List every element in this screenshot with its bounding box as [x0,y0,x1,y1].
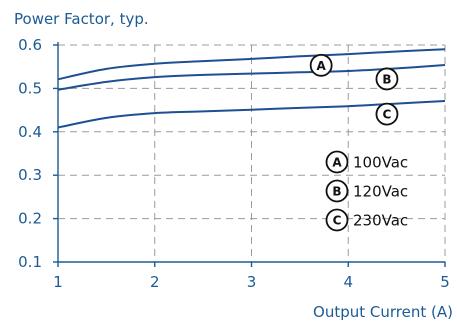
x-tick-label: 4 [343,273,353,291]
y-tick-label: 0.6 [18,36,42,54]
x-tick-label: 1 [53,273,63,291]
legend-label: 120Vac [353,183,408,201]
curve-marker-c: C [375,102,399,126]
curve-marker-b: B [375,67,399,91]
legend: A 100Vac B 120Vac C 230Vac [325,150,408,232]
chart-title: Power Factor, typ. [14,10,149,28]
marker-letter: A [317,59,327,73]
x-tick-label: 3 [247,273,257,291]
x-axis-label: Output Current (A) [313,303,453,321]
marker-circle [375,102,399,126]
legend-item-c: C 230Vac [325,208,408,232]
legend-marker [325,208,349,232]
legend-label: 230Vac [353,212,408,230]
legend-marker [325,150,349,174]
legend-label: 100Vac [353,154,408,172]
y-tick-label: 0.4 [18,123,42,141]
legend-item-a: A 100Vac [325,150,408,174]
legend-item-b: B 120Vac [325,179,408,203]
legend-marker-letter: A [332,156,342,170]
marker-letter: B [382,72,391,86]
x-tick-label: 5 [440,273,450,291]
marker-circle [309,53,333,77]
curve-markers: A B C [309,53,399,126]
y-tick-label: 0.5 [18,79,42,97]
y-tick-label: 0.1 [18,253,42,271]
y-tick-label: 0.3 [18,166,42,184]
curve-marker-a: A [309,53,333,77]
marker-circle [375,67,399,91]
x-tick-label: 2 [150,273,160,291]
grid [58,44,446,262]
marker-letter: C [383,108,392,122]
y-tick-label: 0.2 [18,210,42,228]
legend-marker-letter: B [332,185,341,199]
series-line-a [57,48,446,81]
legend-marker [325,179,349,203]
legend-marker-letter: C [333,214,342,228]
